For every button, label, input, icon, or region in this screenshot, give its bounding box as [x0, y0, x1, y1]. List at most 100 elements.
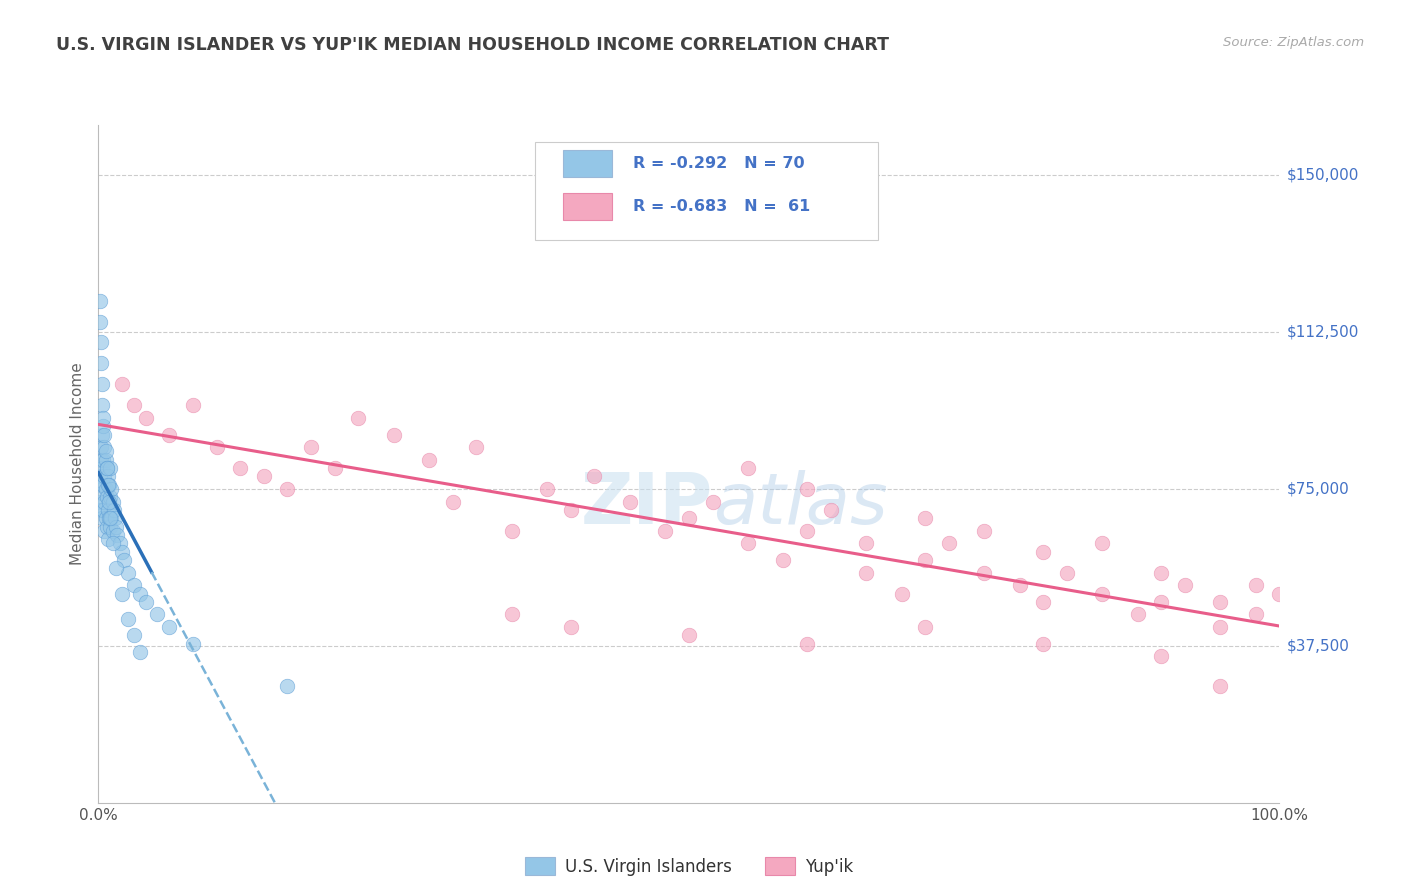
Point — [1209, 679, 1232, 693]
Point — [914, 553, 936, 567]
Text: $75,000: $75,000 — [1286, 482, 1350, 497]
Point — [938, 536, 960, 550]
Point — [1244, 607, 1267, 622]
Point — [1244, 578, 1267, 592]
Point — [98, 461, 121, 475]
Point — [536, 482, 558, 496]
Legend: U.S. Virgin Islanders, Yup'ik: U.S. Virgin Islanders, Yup'ik — [517, 851, 860, 882]
Point — [91, 477, 114, 491]
Point — [135, 595, 157, 609]
Point — [914, 620, 936, 634]
Point — [100, 482, 122, 496]
Point — [97, 532, 120, 546]
Point — [1091, 536, 1114, 550]
Point — [105, 519, 128, 533]
Point — [105, 561, 128, 575]
Point — [890, 586, 912, 600]
Point — [98, 511, 121, 525]
Point — [1209, 595, 1232, 609]
Point — [820, 503, 842, 517]
Point — [737, 536, 759, 550]
Point — [973, 524, 995, 538]
Point — [122, 628, 145, 642]
Point — [1174, 578, 1197, 592]
Point — [973, 566, 995, 580]
Point — [111, 545, 134, 559]
Point — [93, 440, 115, 454]
Point — [441, 494, 464, 508]
Point — [117, 612, 139, 626]
Point — [98, 491, 121, 505]
Text: ZIP: ZIP — [581, 470, 713, 539]
Point — [253, 469, 276, 483]
Point — [101, 524, 124, 538]
Point — [105, 528, 128, 542]
Point — [101, 494, 124, 508]
Point — [855, 566, 877, 580]
Point — [91, 503, 114, 517]
Point — [205, 440, 228, 454]
Point — [89, 494, 111, 508]
Point — [1032, 637, 1054, 651]
Point — [583, 469, 606, 483]
Point — [181, 398, 204, 412]
Point — [94, 444, 117, 458]
Point — [91, 511, 114, 525]
Point — [796, 482, 818, 496]
Point — [93, 469, 115, 483]
Point — [97, 469, 120, 483]
Point — [100, 511, 122, 525]
Point — [914, 511, 936, 525]
Point — [323, 461, 346, 475]
Point — [101, 536, 124, 550]
Text: $112,500: $112,500 — [1286, 325, 1358, 340]
Point — [97, 477, 120, 491]
Point — [91, 398, 114, 412]
Point — [90, 452, 112, 467]
Point — [1268, 586, 1291, 600]
Text: R = -0.292   N = 70: R = -0.292 N = 70 — [634, 156, 806, 171]
Point — [91, 419, 114, 434]
Point — [91, 427, 114, 442]
Point — [347, 410, 370, 425]
Text: $37,500: $37,500 — [1286, 639, 1350, 653]
Point — [276, 482, 298, 496]
Point — [654, 524, 676, 538]
Point — [91, 452, 114, 467]
Text: R = -0.683   N =  61: R = -0.683 N = 61 — [634, 199, 811, 214]
Point — [90, 440, 112, 454]
Point — [1032, 545, 1054, 559]
Point — [501, 607, 523, 622]
Y-axis label: Median Household Income: Median Household Income — [70, 362, 86, 566]
Point — [181, 637, 204, 651]
Point — [1209, 620, 1232, 634]
Point — [96, 519, 118, 533]
Point — [146, 607, 169, 622]
Point — [276, 679, 298, 693]
Point — [91, 377, 114, 392]
Point — [157, 427, 180, 442]
FancyBboxPatch shape — [536, 142, 877, 240]
Point — [89, 293, 111, 308]
Point — [89, 469, 111, 483]
Point — [104, 511, 127, 525]
Point — [1091, 586, 1114, 600]
Point — [157, 620, 180, 634]
Point — [93, 524, 115, 538]
Point — [135, 410, 157, 425]
Point — [94, 482, 117, 496]
Point — [418, 452, 440, 467]
Point — [1008, 578, 1031, 592]
Point — [90, 356, 112, 370]
Point — [501, 524, 523, 538]
Point — [619, 494, 641, 508]
Point — [91, 461, 114, 475]
Point — [1150, 649, 1173, 664]
Text: $150,000: $150,000 — [1286, 168, 1358, 183]
Point — [94, 452, 117, 467]
Point — [560, 620, 582, 634]
Point — [90, 477, 112, 491]
Point — [122, 578, 145, 592]
Point — [299, 440, 322, 454]
Point — [1150, 566, 1173, 580]
